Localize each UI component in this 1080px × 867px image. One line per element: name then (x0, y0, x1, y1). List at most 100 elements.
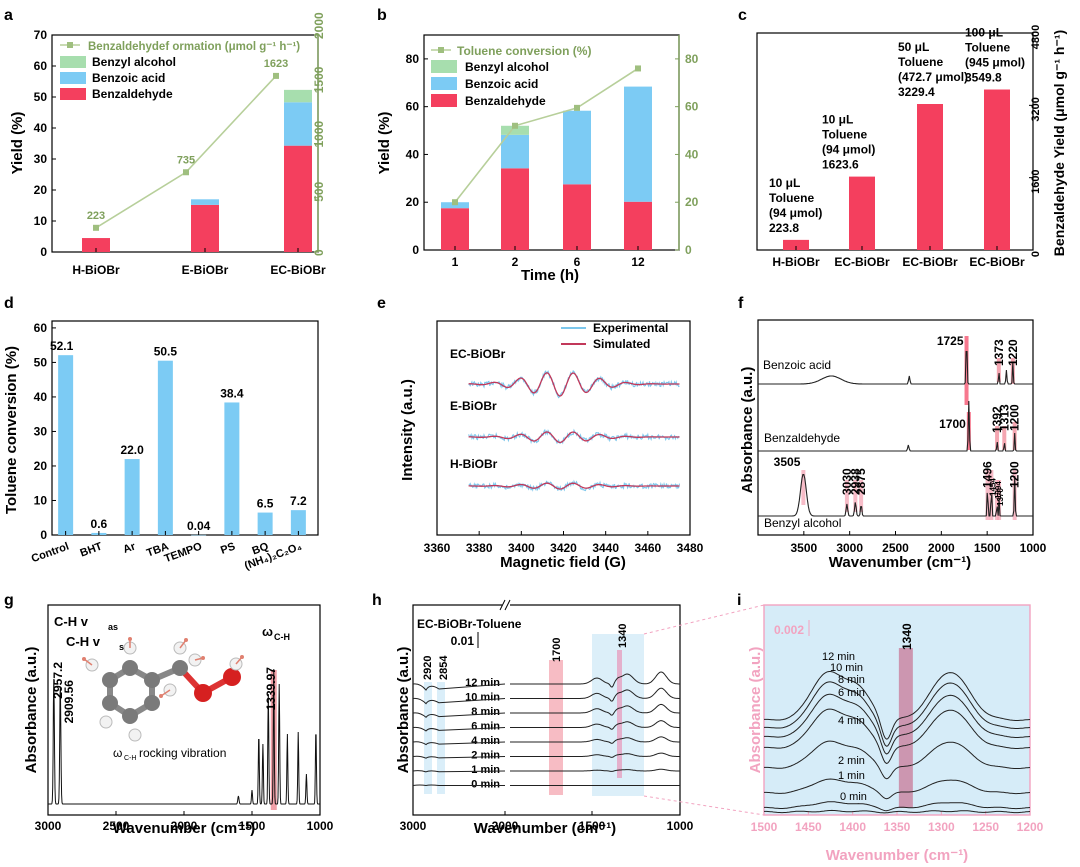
x-axis-label: Time (h) (521, 267, 579, 284)
line-point (183, 169, 189, 176)
band-highlight (617, 650, 622, 778)
y-tick-label: 60 (406, 100, 420, 114)
carbon-atom (102, 695, 118, 711)
peak-marker (853, 480, 858, 512)
mode-label: C-H v (66, 634, 101, 649)
legend-label: Benzaldehydef ormation (μmol g⁻¹ h⁻¹) (88, 41, 300, 53)
y-axis-label: Absorbance (a.u.) (395, 647, 412, 774)
y-tick-label: 80 (406, 52, 420, 66)
spectrum-benzaldehyde (758, 400, 1033, 452)
y-tick-label: 50 (34, 355, 48, 369)
bar-annotation: (94 μmol) (822, 143, 875, 157)
peak-label: 3030 (840, 468, 854, 495)
time-label: 2 min (471, 750, 500, 762)
legend-label: Simulated (593, 337, 650, 351)
x-tick-label: 1500 (239, 819, 266, 833)
line-point (93, 224, 99, 231)
chart-title: EC-BiOBr-Toluene (417, 617, 522, 631)
carbon-atom (144, 672, 160, 688)
peak-label: 1454 (988, 478, 997, 496)
legend-label: Benzyl alcohol (92, 55, 176, 69)
x-tick-label: 3000 (400, 819, 427, 833)
scale-label: 0.01 (451, 634, 475, 648)
time-label: 12 min (822, 651, 855, 663)
bar-value-label: 0.6 (91, 517, 108, 531)
y-tick-label: 0 (1030, 251, 1042, 257)
panel-c: 0 1600 3200 4800 Benzaldehyde Yield (μmol g⁻… (756, 25, 1067, 269)
bar-benzoic-acid (624, 86, 652, 202)
bar-benzaldehyde (501, 168, 529, 250)
x-tick-label: 3440 (592, 541, 619, 555)
bar-value-label: 0.04 (187, 519, 211, 533)
y-tick-label: 20 (34, 183, 48, 197)
trace-label: Benzoic acid (763, 358, 831, 372)
peak-label: 2938 (848, 468, 862, 495)
legend-swatch (60, 56, 86, 68)
peak-marker (1002, 426, 1007, 450)
x-tick-label: 2500 (103, 819, 130, 833)
spectrum (764, 708, 1031, 764)
time-label: 1 min (471, 764, 500, 776)
x-tick-label: Ar (122, 540, 138, 556)
panel-i: 1500 1450 1400 1350 1300 1250 1200 Wavenumber (… (747, 604, 1044, 864)
peak-marker (966, 412, 971, 450)
vibration-arrow-head (184, 638, 188, 642)
x-tick-label: 1500 (974, 541, 1001, 555)
vibration-arrow-head (159, 694, 163, 698)
band-highlight (898, 648, 913, 808)
spectrum (764, 681, 1031, 747)
bar-annotation: (945 μmol) (965, 56, 1025, 70)
spectrum-right (510, 736, 680, 744)
legend-swatch (431, 77, 457, 90)
y-axis-label: Yield (%) (376, 112, 393, 175)
vibration-arrow-head (201, 656, 205, 660)
x-tick-label: 2000 (171, 819, 198, 833)
bar-benzyl-alcohol (284, 89, 312, 103)
x-tick-label: 1250 (972, 820, 999, 834)
x-tick-label: EC-BiOBr (969, 255, 1025, 269)
bar-benzaldehyde (284, 145, 312, 252)
y-tick-label: 10 (34, 214, 48, 228)
peak-label: 3505 (774, 455, 801, 469)
y-axis-label: Toluene conversion (%) (3, 346, 20, 514)
line-point (273, 72, 279, 79)
y-tick-label: 60 (34, 321, 48, 335)
x-tick-label: 1000 (667, 819, 694, 833)
trace-label: EC-BiOBr (450, 347, 506, 361)
peak-label: 1700 (939, 417, 966, 431)
spectrum (764, 809, 1031, 814)
peak-label: 1313 (997, 404, 1011, 431)
bar-annotation: (472.7 μmol) (898, 70, 968, 84)
x-tick-label: EC-BiOBr (902, 255, 958, 269)
bar-benzoic-acid (284, 102, 312, 146)
bar (984, 89, 1010, 250)
y-axis-label: Absorbance (a.u.) (23, 647, 40, 774)
y-tick-label: 40 (34, 390, 48, 404)
peak-marker (270, 670, 277, 810)
y-tick-label: 10 (34, 493, 48, 507)
bar (917, 104, 943, 250)
peak-label: 2909.56 (62, 680, 76, 724)
legend-label: Experimental (593, 321, 668, 335)
legend-label: Benzaldehyde (465, 94, 546, 108)
x-tick-label: 1200 (1017, 820, 1044, 834)
y-tick-label: 0 (40, 528, 47, 542)
axis-break (499, 599, 506, 611)
trace-label: Benzyl alcohol (764, 516, 841, 530)
spectrum (48, 668, 320, 805)
panel-e: 3360 3380 3400 3420 3440 3460 3480 Magnetic fie… (399, 320, 704, 571)
bar (58, 355, 74, 535)
band-label: 1340 (617, 624, 629, 648)
x-tick-label: 3460 (634, 541, 661, 555)
legend-label: Toluene conversion (%) (457, 44, 591, 58)
peak-marker (994, 480, 999, 520)
bar-annotation: Toluene (965, 41, 1010, 55)
x-axis-label: Wavenumber (cm⁻¹) (474, 820, 616, 837)
spectrum-right (510, 768, 680, 772)
y2-tick-label: 2000 (312, 12, 326, 39)
band-highlight (424, 682, 432, 794)
oxygen-atom (223, 668, 241, 686)
x-tick-label: E-BiOBr (182, 263, 229, 277)
axis-break (504, 599, 511, 611)
peak-label: 1394 (994, 481, 1003, 499)
